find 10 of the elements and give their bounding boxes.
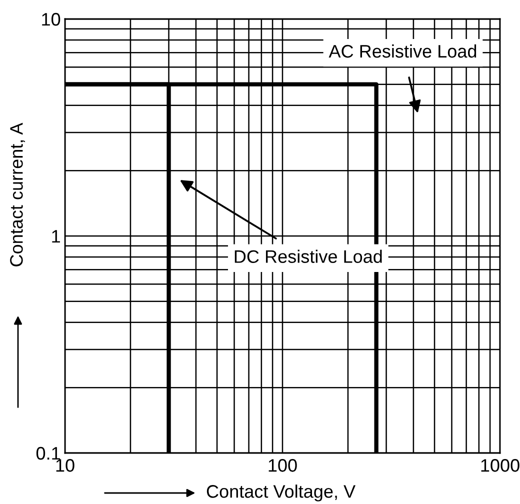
y-tick-label: 10 (42, 12, 60, 26)
annotation: DC Resistive Load (234, 250, 382, 263)
x-tick-label: 1000 (481, 459, 520, 472)
y-tick-label: 1 (52, 230, 60, 243)
y-axis-title: Contact current, A (10, 122, 25, 266)
annotation: AC Resistive Load (328, 44, 476, 58)
y-tick-label: 0.1 (36, 446, 60, 460)
x-tick-label: 100 (268, 459, 297, 472)
x-axis-title: Contact Voltage, V (206, 484, 356, 502)
x-tick-label: 10 (56, 459, 74, 472)
